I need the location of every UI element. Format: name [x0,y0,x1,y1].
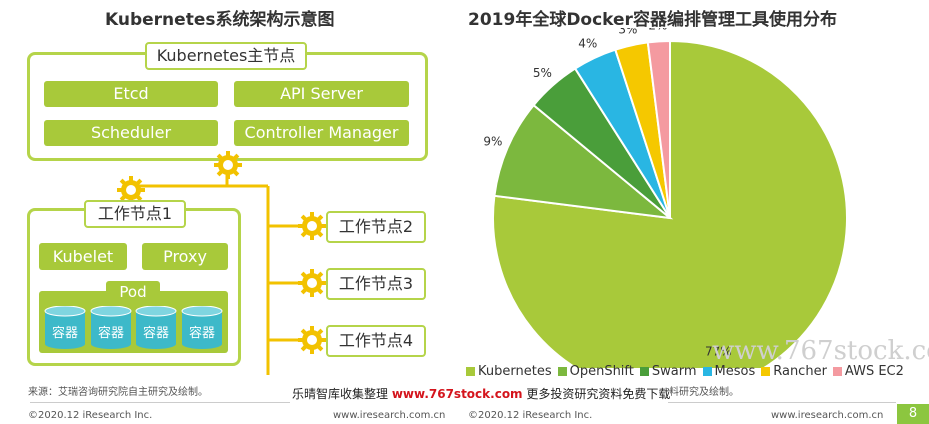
legend-swatch [832,367,842,376]
copyright-left: ©2020.12 iResearch Inc. [28,410,153,421]
legend-item: OpenShift [557,364,634,379]
container-label: 容器 [97,326,124,341]
pie-label-rancher: 3% [618,28,637,37]
watermark-banner-suffix: 更多投资研究资料免费下载 [522,387,671,401]
container-label: 容器 [188,326,215,341]
site-left[interactable]: www.iresearch.com.cn [333,410,446,421]
worker-node-2: 工作节点2 [326,211,426,243]
master-node-title: Kubernetes主节点 [145,42,307,70]
gear-icon [298,326,326,354]
pie-slice-openshift [493,103,674,220]
worker-node-1-title: 工作节点1 [84,200,186,228]
watermark-banner: 乐晴智库收集整理 www.767stock.com 更多投资研究资料免费下载 [292,385,671,402]
legend-item: Swarm [639,364,697,379]
kubelet-box: Kubelet [39,243,127,270]
worker-node-3: 工作节点3 [326,268,426,300]
legend-swatch [466,367,475,376]
diagram-title: Kubernetes系统架构示意图 [105,10,335,30]
gear-icon [117,176,145,204]
legend-item: Kubernetes [466,364,552,379]
watermark-corner: www.767stock.com [712,336,929,366]
copyright-right: ©2020.12 iResearch Inc. [468,410,593,421]
legend-label: AWS EC2 [844,364,904,379]
divider [668,402,896,403]
legend-swatch [639,367,649,376]
pie-chart: 77% 9% 5% 4% 3% 2% [483,28,848,368]
pie-label-openshift: 9% [483,134,502,148]
container-cylinder: 容器 [90,305,132,354]
legend-label: OpenShift [569,364,634,379]
page-number: 8 [897,404,929,424]
legend-swatch [557,367,567,376]
legend-label: Mesos [714,364,756,379]
pie-label-aws-ec2: 2% [648,28,667,32]
pie-label-swarm: 5% [533,66,552,80]
proxy-box: Proxy [142,243,228,270]
controller-manager-box: Controller Manager [234,120,409,146]
pie-slice-kubernetes [492,39,848,368]
gear-icon [214,151,242,179]
legend-item: AWS EC2 [832,364,904,379]
legend-label: Rancher [773,364,827,379]
watermark-banner-brand[interactable]: www.767stock.com [391,387,523,401]
gear-icon [298,212,326,240]
container-cylinder: 容器 [135,305,177,354]
pie-label-mesos: 4% [578,36,597,50]
legend-label: Swarm [651,364,697,379]
scheduler-box: Scheduler [44,120,218,146]
divider [30,402,290,403]
legend-item: Mesos [702,364,756,379]
container-label: 容器 [51,326,78,341]
container-label: 容器 [142,326,169,341]
source-note-right: 料研究及绘制。 [669,387,739,398]
source-note-left: 来源：艾瑞咨询研究院自主研究及绘制。 [28,387,208,398]
chart-legend: Kubernetes OpenShift Swarm Mesos Rancher AWS … [466,361,910,380]
worker-node-4: 工作节点4 [326,325,426,357]
legend-item: Rancher [761,364,827,379]
api-server-box: API Server [234,81,409,107]
container-cylinder: 容器 [181,305,223,354]
pie-slice-aws-ec2 [646,39,671,219]
etcd-box: Etcd [44,81,218,107]
legend-label: Kubernetes [478,364,552,379]
legend-swatch [702,367,712,376]
container-cylinder: 容器 [44,305,86,354]
legend-swatch [761,367,771,376]
site-right[interactable]: www.iresearch.com.cn [771,410,884,421]
pod-label: Pod [106,281,160,303]
watermark-banner-prefix: 乐晴智库收集整理 [292,387,392,401]
gear-icon [298,269,326,297]
chart-title: 2019年全球Docker容器编排管理工具使用分布 [468,10,837,30]
pie-label-kubernetes: 77% [705,345,732,359]
